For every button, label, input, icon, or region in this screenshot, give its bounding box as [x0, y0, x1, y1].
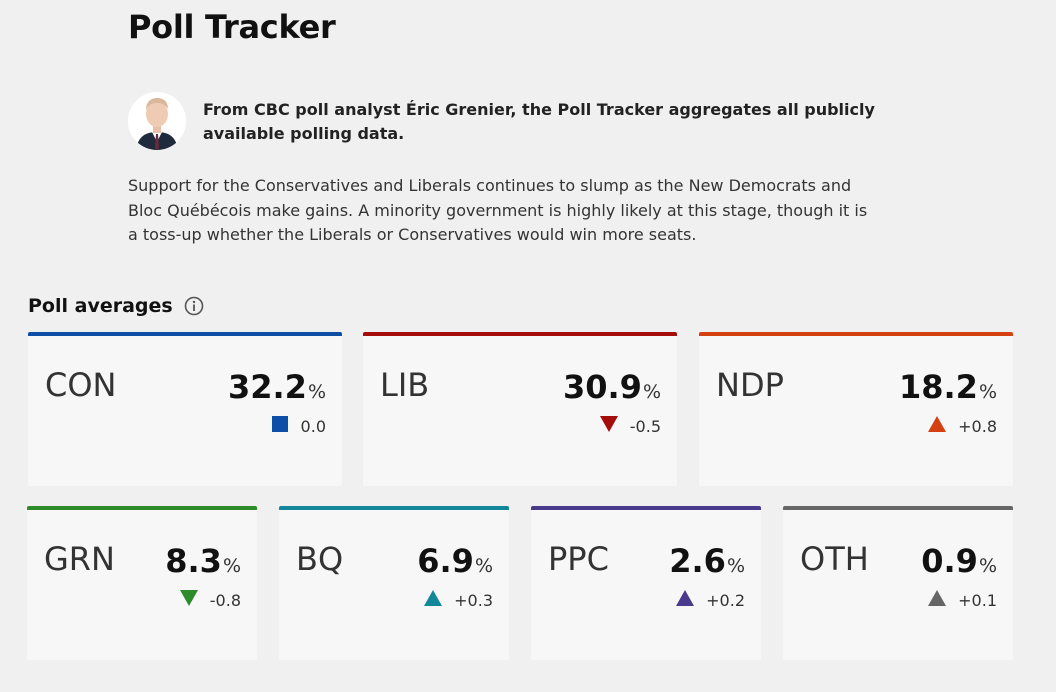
- party-change-value: +0.2: [706, 590, 745, 610]
- trend-up-icon: [423, 589, 443, 611]
- author-block: From CBC poll analyst Éric Grenier, the …: [128, 92, 928, 152]
- party-change-value: 0.0: [300, 416, 326, 436]
- party-name: LIB: [380, 366, 430, 404]
- avatar: [128, 92, 186, 150]
- party-name: PPC: [548, 540, 609, 578]
- party-name: GRN: [44, 540, 115, 578]
- party-name: NDP: [716, 366, 784, 404]
- party-change: -0.8: [179, 590, 241, 610]
- trend-up-icon: [927, 415, 947, 437]
- party-average-value: 0.9: [921, 542, 978, 580]
- percent-sign: %: [978, 555, 997, 577]
- party-change: +0.3: [423, 590, 493, 610]
- party-card-ppc: PPC 2.6% +0.2: [531, 506, 761, 660]
- trend-up-icon: [927, 589, 947, 611]
- info-icon[interactable]: [184, 296, 204, 316]
- party-average-value: 32.2: [227, 368, 307, 406]
- party-average-value: 30.9: [562, 368, 642, 406]
- summary-text: Support for the Conservatives and Libera…: [128, 176, 868, 244]
- author-portrait-icon: [128, 92, 186, 150]
- trend-down-icon: [599, 415, 619, 437]
- percent-sign: %: [642, 381, 661, 403]
- party-card-lib: LIB 30.9% -0.5: [363, 332, 677, 486]
- party-change-value: -0.8: [209, 590, 241, 610]
- party-card-con: CON 32.2% 0.0: [28, 332, 342, 486]
- party-change-value: +0.8: [958, 416, 997, 436]
- author-description: From CBC poll analyst Éric Grenier, the …: [203, 100, 875, 143]
- party-change-value: +0.3: [454, 590, 493, 610]
- party-name: BQ: [296, 540, 344, 578]
- party-change: +0.8: [927, 416, 997, 436]
- party-average: 18.2%: [899, 368, 997, 412]
- no-change-icon: [270, 415, 290, 437]
- party-change-value: -0.5: [629, 416, 661, 436]
- percent-sign: %: [978, 381, 997, 403]
- party-name: CON: [45, 366, 117, 404]
- party-average: 30.9%: [563, 368, 661, 412]
- trend-up-icon: [675, 589, 695, 611]
- party-average: 6.9%: [417, 542, 493, 586]
- poll-averages-header: Poll averages: [28, 292, 204, 320]
- percent-sign: %: [222, 555, 241, 577]
- percent-sign: %: [307, 381, 326, 403]
- party-change-value: +0.1: [958, 590, 997, 610]
- party-card-grn: GRN 8.3% -0.8: [27, 506, 257, 660]
- party-name: OTH: [800, 540, 869, 578]
- party-average: 32.2%: [228, 368, 326, 412]
- party-card-oth: OTH 0.9% +0.1: [783, 506, 1013, 660]
- party-average: 8.3%: [165, 542, 241, 586]
- party-average: 0.9%: [921, 542, 997, 586]
- party-change: 0.0: [270, 416, 326, 436]
- trend-down-icon: [179, 589, 199, 611]
- percent-sign: %: [474, 555, 493, 577]
- party-average: 2.6%: [669, 542, 745, 586]
- percent-sign: %: [726, 555, 745, 577]
- party-change: +0.2: [675, 590, 745, 610]
- page-title: Poll Tracker: [128, 8, 336, 46]
- party-average-value: 8.3: [165, 542, 222, 580]
- party-change: +0.1: [927, 590, 997, 610]
- party-change: -0.5: [599, 416, 661, 436]
- party-card-ndp: NDP 18.2% +0.8: [699, 332, 1013, 486]
- party-average-value: 18.2: [898, 368, 978, 406]
- section-title: Poll averages: [28, 295, 173, 317]
- party-average-value: 6.9: [417, 542, 474, 580]
- party-card-bq: BQ 6.9% +0.3: [279, 506, 509, 660]
- party-average-value: 2.6: [669, 542, 726, 580]
